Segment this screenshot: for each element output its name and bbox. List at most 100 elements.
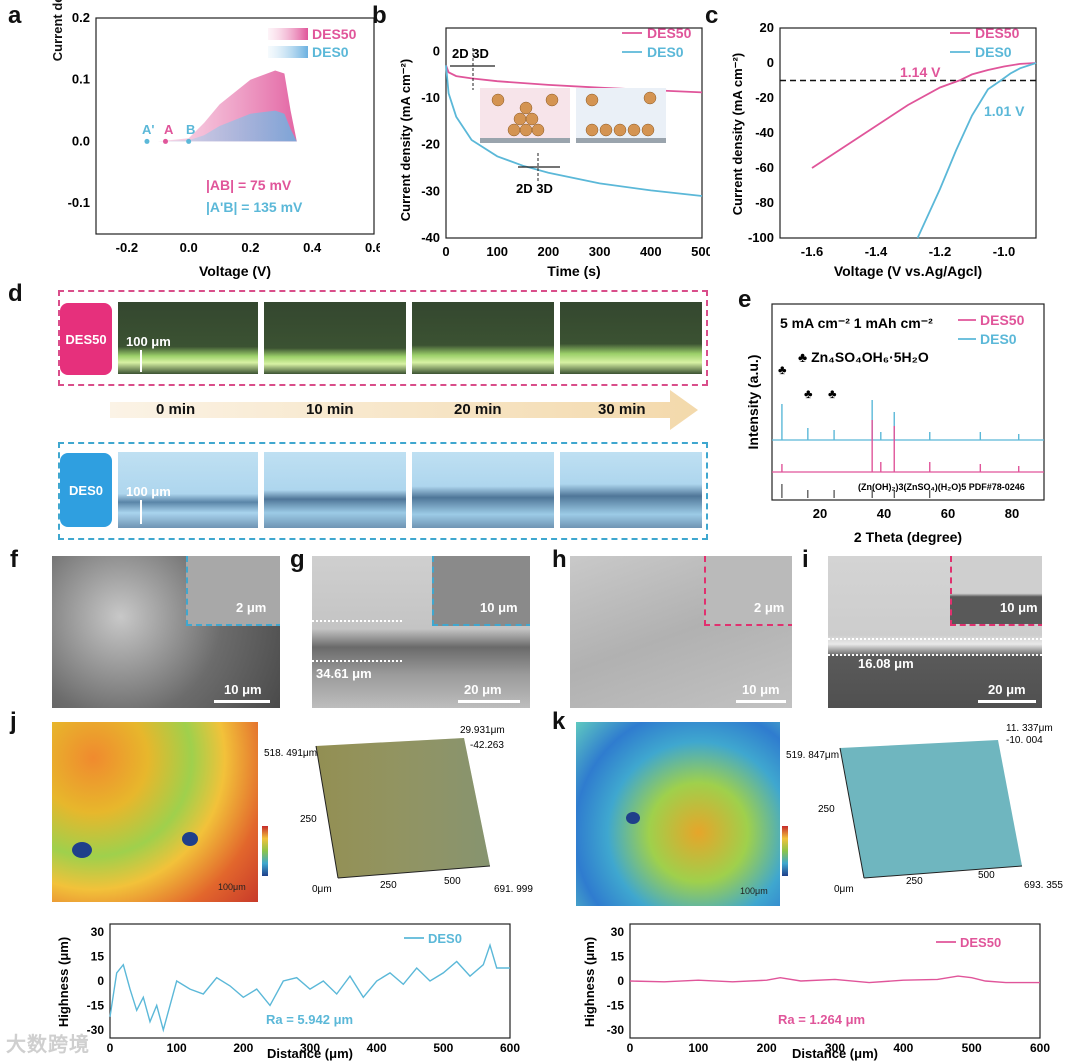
b-legend-des0: DES0 (647, 44, 684, 60)
a-point-aprime: A' (142, 122, 154, 137)
a-x-tick-1: 0.0 (180, 240, 198, 255)
j-px-tick-0: 0 (107, 1041, 114, 1055)
h-scale: 10 μm (742, 682, 780, 697)
d-time-0: 0 min (156, 401, 196, 418)
k-px-tick-3: 300 (825, 1041, 845, 1055)
j-px-tick-2: 200 (233, 1041, 253, 1055)
c-legend-des50: DES50 (975, 25, 1020, 41)
k-px-tick-1: 100 (688, 1041, 708, 1055)
h-inset-scale: 2 μm (754, 600, 785, 615)
b-y-tick-2: -20 (421, 137, 440, 152)
panel-a-letter: a (8, 2, 22, 29)
c-xlabel: Voltage (V vs.Ag/Agcl) (834, 263, 982, 279)
k-3d-view: 11. 337μm -10. 004 519. 847μm 250 0μm 25… (786, 723, 1063, 895)
chart-c: Current density (mA cm⁻²) Voltage (V vs.… (730, 20, 1037, 279)
k-py-tick-0: 30 (611, 925, 625, 939)
b-y-tick-0: 0 (433, 43, 440, 58)
j-py-tick-1: 15 (91, 950, 105, 964)
a-frame (95, 17, 375, 235)
c-x-tick-3: -1.0 (993, 244, 1015, 259)
a-x-tick-4: 0.6 (365, 240, 380, 255)
d-time-arrow (110, 390, 698, 430)
i-scale: 20 μm (988, 682, 1026, 697)
svg-text:♣: ♣ (778, 362, 787, 377)
c-series-DES50 (811, 62, 1037, 169)
i-thickness: 16.08 μm (858, 656, 914, 671)
j-ra: Ra = 5.942 μm (266, 1012, 353, 1027)
d-des0-tag: DES0 (60, 453, 112, 527)
b-series-DES0 (445, 65, 703, 197)
a-ab-label: |AB| = 75 mV (206, 177, 292, 193)
panel-e-letter: e (738, 286, 752, 313)
b-xlabel: Time (s) (547, 263, 600, 279)
d-des0-img-2 (412, 452, 554, 528)
chart-j-profile: Highness (μm) Distance (μm) 0 100 200 300 40… (56, 923, 520, 1061)
j-z-top: 29.931μm (460, 725, 505, 736)
b-x-tick-4: 400 (640, 244, 662, 259)
d-time-2: 20 min (454, 401, 502, 418)
chart-b: Current density (mA cm⁻²) Time (s) 0 100 2… (398, 25, 710, 279)
c-y-tick-3: -40 (755, 125, 774, 140)
k-px-tick-6: 600 (1030, 1041, 1050, 1055)
k-y-mid: 250 (818, 804, 835, 815)
d-des50-frame (58, 290, 708, 386)
k-py-tick-3: -15 (607, 998, 625, 1012)
k-series-DES50 (629, 975, 1040, 984)
j-map-scale: 100μm (218, 882, 246, 892)
a-marker-2 (186, 138, 192, 144)
k-px-tick-5: 500 (962, 1041, 982, 1055)
k-ra: Ra = 1.264 μm (778, 1012, 865, 1027)
j-px-tick-5: 500 (433, 1041, 453, 1055)
b-x-tick-1: 100 (486, 244, 508, 259)
g-sem-image: 10 μm 34.61 μm 20 μm (312, 556, 530, 708)
c-x-tick-2: -1.2 (929, 244, 951, 259)
k-x-2: 500 (978, 870, 995, 881)
d-time-1: 10 min (306, 401, 354, 418)
c-x-tick-1: -1.4 (865, 244, 888, 259)
e-legend-des50: DES50 (980, 312, 1025, 328)
d-des0-img-1 (264, 452, 406, 528)
a-xlabel: Voltage (V) (199, 263, 271, 279)
c-y-tick-4: -60 (755, 160, 774, 175)
a-legend-swatch-des50 (268, 28, 308, 40)
b-ylabel: Current density (mA cm⁻²) (398, 59, 413, 221)
c-series-DES0 (916, 62, 1037, 239)
j-py-tick-3: -15 (87, 998, 105, 1012)
i-sem-image: 10 μm 16.08 μm 20 μm (828, 556, 1042, 708)
chart-e: Intensity (a.u.) 2 Theta (degree) 20 40 60… (745, 303, 1045, 545)
panel-f-letter: f (10, 546, 18, 573)
j-series-DES0 (109, 942, 510, 1033)
c-v2: 1.01 V (984, 103, 1025, 119)
c-x-tick-0: -1.6 (801, 244, 823, 259)
d-des0-scale-bar (140, 500, 142, 524)
d-des0-scale: 100 μm (126, 484, 171, 499)
f-inset-scale: 2 μm (236, 600, 267, 615)
a-x-tick-0: -0.2 (116, 240, 138, 255)
watermark: 大数跨境 (6, 1034, 90, 1056)
a-y-tick-3: -0.1 (68, 195, 90, 210)
d-des0-img-3 (560, 452, 702, 528)
c-y-tick-0: 20 (760, 20, 774, 35)
j-x-3: 691. 999 (494, 884, 533, 895)
a-point-a: A (164, 122, 174, 137)
d-des50-scale: 100 μm (126, 334, 171, 349)
k-py-tick-4: -30 (607, 1023, 625, 1037)
d-des0-frame (58, 442, 708, 540)
c-v1: 1.14 V (900, 64, 941, 80)
k-profile-ylabel: Highness (μm) (582, 937, 597, 1027)
k-height-map: 100μm (576, 722, 780, 906)
b-2d3d-top: 2D 3D (452, 46, 489, 61)
j-y-mid: 250 (300, 814, 317, 825)
panel-i-letter: i (802, 546, 809, 573)
i-inset-scale: 10 μm (1000, 600, 1038, 615)
k-map-scale: 100μm (740, 886, 768, 896)
d-des50-tag: DES50 (60, 303, 112, 375)
b-legend-des50: DES50 (647, 25, 692, 41)
a-y-tick-1: 0.1 (72, 72, 90, 87)
d-des50-img-2 (412, 302, 554, 374)
a-series-DES0 (96, 110, 297, 142)
k-x-3: 693. 355 (1024, 880, 1063, 891)
panel-d-letter: d (8, 280, 23, 307)
e-ylabel: Intensity (a.u.) (745, 355, 761, 450)
e-phase: ♣ Zn₄SO₄OH₆·5H₂O (798, 349, 929, 365)
